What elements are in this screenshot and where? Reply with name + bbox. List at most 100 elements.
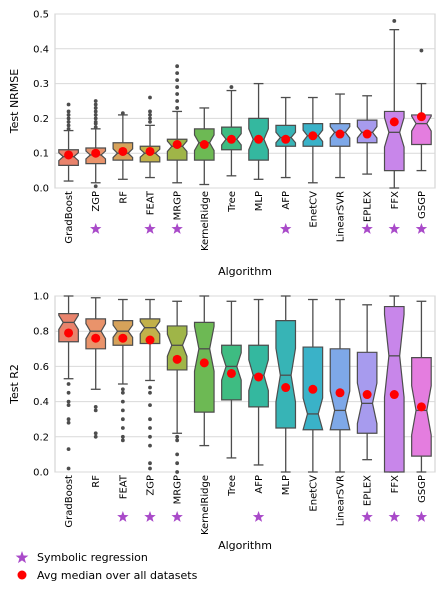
nrmse-outlier-point [93,125,98,129]
r2-outlier-point [175,434,180,439]
nrmse-outlier-point [93,109,98,114]
r2-outlier-point [148,385,152,390]
r2-avg-median-dot [308,384,318,394]
nrmse-avg-median-dot [389,117,399,127]
r2-box [139,318,161,345]
r2-outlier-point [93,431,98,436]
r2-x-tick-label: MRGP [173,475,184,504]
r2-avg-median-dot [335,388,345,398]
r2-x-ticks: GradBoost RF FEAT ZGP MRGP KernelRidge Tree AFP… [64,474,428,535]
nrmse-symbolic-star-icon [415,223,428,234]
r2-y-tick-label: 1.0 [33,292,49,303]
nrmse-outlier-point [148,116,152,121]
nrmse-x-tick-label: GradBoost [64,191,75,244]
r2-avg-median-dot [226,368,236,378]
r2-x-tick-label: KernelRidge [200,475,211,535]
nrmse-outlier-point [66,109,71,114]
r2-symbolic-star-icon [144,511,156,522]
legend: Symbolic regression Avg median over all … [15,551,198,582]
r2-outlier-point [148,417,152,422]
r2-outlier-point [148,426,152,430]
r2-x-tick-label: EnetCV [308,475,319,512]
r2-avg-median-dot [118,333,128,343]
r2-avg-median-dot [145,335,155,345]
nrmse-x-tick-label: AFP [281,191,292,210]
nrmse-avg-median-dot [172,140,182,149]
nrmse-box [166,138,188,161]
nrmse-avg-median-dot [64,150,74,160]
nrmse-y-tick-label: 0.1 [33,149,49,160]
r2-avg-median-dot [281,383,291,393]
r2-y-tick-label: 0.0 [33,468,49,479]
r2-x-tick-label: LinearSVR [336,475,347,526]
nrmse-plot-area [54,13,436,189]
r2-x-tick-label: RF [91,475,102,488]
r2-outlier-point [66,399,71,404]
nrmse-avg-median-dot [362,129,372,139]
r2-x-tick-label: ZGP [146,475,157,496]
r2-outlier-point [175,452,180,457]
r2-outlier-point [120,399,125,404]
r2-avg-median-dot [416,402,426,412]
nrmse-avg-median-dot [91,148,101,158]
r2-avg-median-dot [254,372,264,382]
r2-box [166,325,188,371]
r2-outlier-point [66,447,71,452]
r2-outlier-point [66,403,71,408]
r2-box [275,320,297,429]
nrmse-avg-median-dot [118,146,128,156]
r2-x-tick-label: AFP [254,475,265,494]
r2-x-tick-label: GSGP [417,475,428,503]
nrmse-outlier-point [93,99,98,103]
nrmse-avg-median-dot [226,134,236,144]
nrmse-boxes [58,19,432,189]
legend-median-label: Avg median over all datasets [37,569,198,582]
r2-outlier-point [120,387,125,392]
nrmse-outlier-point [229,85,234,89]
r2-outlier-point [120,417,125,422]
nrmse-y-ticks: 0.0 0.1 0.2 0.3 0.4 0.5 [33,10,49,195]
nrmse-outlier-point [66,113,71,117]
nrmse-symbolic-star-icon [280,223,292,234]
r2-outlier-point [120,390,125,395]
r2-y-tick-label: 0.6 [33,362,49,373]
nrmse-outlier-point [120,111,125,116]
r2-outlier-point [148,443,152,448]
nrmse-outlier-point [148,119,152,124]
nrmse-avg-median-dot [281,134,291,144]
nrmse-outlier-point [175,71,180,76]
nrmse-outlier-point [66,126,71,131]
nrmse-outlier-point [93,184,98,189]
r2-x-tick-label: EPLEX [363,475,374,506]
nrmse-outlier-point [148,113,152,117]
r2-avg-median-dot [199,358,209,368]
nrmse-outlier-point [66,123,71,128]
r2-outlier-point [148,461,152,466]
nrmse-x-tick-label: EPLEX [363,191,374,222]
nrmse-outlier-point [66,119,71,124]
nrmse-outlier-point [93,106,98,110]
nrmse-outlier-point [175,78,180,83]
nrmse-y-tick-label: 0.0 [33,184,49,195]
r2-box [383,305,405,473]
nrmse-x-axis-label: Algorithm [218,265,272,278]
nrmse-outlier-point [93,102,98,107]
r2-outlier-point [66,382,71,386]
nrmse-outlier-point [148,95,152,100]
legend-symbolic-label: Symbolic regression [37,551,148,564]
nrmse-symbolic-star-icon [90,223,102,234]
r2-symbolic-star-icon [388,511,400,522]
r2-avg-median-dot [91,333,101,343]
legend-dot-icon [17,570,27,580]
r2-outlier-point [120,434,125,439]
nrmse-x-tick-label: FEAT [146,190,157,215]
r2-avg-median-dot [172,354,182,364]
r2-outlier-point [175,461,180,466]
r2-plot-area [54,295,436,473]
nrmse-y-tick-label: 0.2 [33,114,49,125]
nrmse-x-tick-label: ZGP [91,191,102,212]
nrmse-box [411,114,432,146]
r2-outlier-point [93,404,98,409]
r2-y-ticks: 0.0 0.2 0.4 0.6 0.8 1.0 [33,292,49,479]
r2-x-tick-label: FEAT [118,474,129,499]
